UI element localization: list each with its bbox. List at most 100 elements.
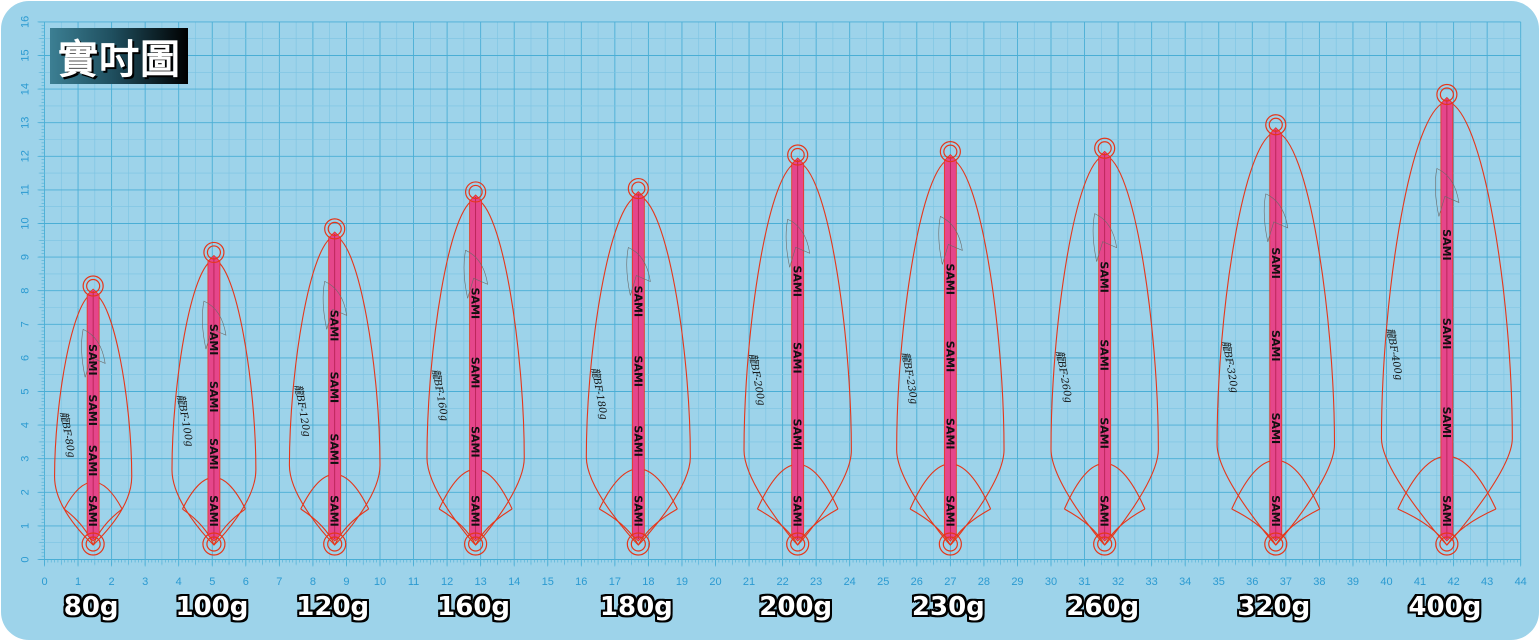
logo-text: SAMI [207, 324, 220, 355]
x-axis-labels: 0 1 2 3 4 5 6 7 8 9 10 11 12 13 14 15 16 17 18 19 20 21 22 23 24… [41, 576, 1526, 588]
x-tick-label: 22 [776, 576, 788, 588]
top-ring-icon [787, 144, 809, 166]
logo-text: SAMI [207, 381, 220, 412]
top-ring-inner-icon [468, 184, 483, 200]
logo-text: SAMI [943, 418, 956, 449]
logo-text: SAMI [207, 495, 220, 526]
fin-sketch-icon [202, 300, 227, 350]
x-tick-label: 32 [1112, 576, 1124, 588]
jig-tail-curve [1231, 508, 1277, 546]
logo-text: SAMI [328, 310, 341, 341]
jig-tail-curve [797, 508, 839, 546]
logo-text: SAMI [86, 394, 99, 425]
x-tick-label: 27 [944, 576, 956, 588]
x-tick-label: 18 [642, 576, 654, 588]
logo-text: SAMI [1269, 495, 1282, 526]
y-tick-label: 4 [20, 422, 32, 428]
bottom-ring-inner-icon [1439, 536, 1455, 552]
x-tick-label: 43 [1481, 576, 1493, 588]
fin-sketch-icon [322, 280, 348, 330]
fin-sketch-icon [938, 216, 963, 265]
top-ring-icon [939, 141, 961, 163]
x-tick-label: 9 [343, 576, 349, 588]
x-tick-label: 20 [709, 576, 721, 588]
bottom-ring-inner-icon [790, 536, 806, 552]
logo-text: SAMI [943, 495, 956, 526]
x-tick-label: 36 [1246, 576, 1258, 588]
fin-sketch-icon [1092, 213, 1118, 262]
weight-label: 260g [1066, 592, 1140, 622]
logo-text: SAMI [328, 495, 341, 526]
y-tick-label: 5 [20, 388, 32, 394]
bottom-ring-icon [1435, 532, 1459, 556]
x-tick-label: 0 [41, 576, 47, 588]
logo-text: SAMI [86, 445, 99, 476]
y-tick-label: 7 [20, 321, 32, 327]
bottom-ring-inner-icon [85, 536, 101, 552]
x-tick-label: 24 [844, 576, 856, 588]
x-tick-label: 28 [978, 576, 990, 588]
bottom-ring-inner-icon [1097, 536, 1113, 552]
x-tick-label: 6 [243, 576, 249, 588]
jig-tail-curve [92, 508, 123, 546]
x-tick-label: 23 [810, 576, 822, 588]
logo-text: SAMI [631, 425, 644, 456]
weight-label: 320g [1237, 592, 1311, 622]
jig-tail-curve [1275, 508, 1321, 546]
bottom-ring-icon [464, 532, 488, 556]
weight-label: 400g [1408, 592, 1482, 622]
logo-text: SAMI [328, 433, 341, 464]
x-tick-label: 7 [276, 576, 282, 588]
top-ring-icon [465, 181, 487, 203]
logo-text: SAMI [1440, 407, 1453, 438]
y-tick-label: 12 [20, 150, 32, 162]
x-tick-label: 11 [408, 576, 419, 588]
logo-text: SAMI [791, 342, 804, 373]
y-tick-label: 8 [20, 288, 32, 294]
bottom-ring-icon [938, 532, 962, 556]
jig-tail-curve [637, 508, 678, 546]
weight-label: 200g [759, 592, 833, 622]
weight-label: 230g [911, 592, 985, 622]
x-tick-label: 1 [75, 576, 81, 588]
weight-label: 100g [175, 592, 249, 622]
jig-tail-curve [1397, 508, 1448, 546]
top-ring-icon [1094, 137, 1116, 159]
jig-tail-curve [213, 508, 246, 546]
logo-text: SAMI [469, 288, 482, 319]
x-tick-label: 8 [310, 576, 316, 588]
x-tick-label: 40 [1380, 576, 1392, 588]
logo-text: SAMI [631, 495, 644, 526]
y-tick-label: 16 [20, 16, 32, 28]
x-tick-label: 10 [374, 576, 386, 588]
jig-tail-curve [182, 508, 215, 546]
x-tick-label: 5 [209, 576, 215, 588]
logo-text: SAMI [943, 341, 956, 372]
top-ring-inner-icon [206, 245, 222, 260]
x-tick-label: 26 [911, 576, 923, 588]
bottom-ring-icon [81, 532, 105, 556]
y-tick-label: 3 [20, 456, 32, 462]
weight-label: 160g [437, 592, 511, 622]
y-tick-label: 11 [20, 184, 32, 195]
y-tick-label: 1 [20, 523, 32, 529]
x-tick-label: 35 [1213, 576, 1225, 588]
logo-text: SAMI [469, 426, 482, 457]
top-ring-inner-icon [1439, 87, 1454, 102]
top-ring-inner-icon [86, 278, 101, 294]
top-ring-icon [203, 241, 225, 264]
y-tick-label: 14 [20, 83, 32, 95]
logo-text: SAMI [1269, 247, 1282, 278]
y-tick-label: 10 [20, 217, 32, 229]
x-tick-label: 44 [1515, 576, 1527, 588]
bottom-ring-icon [1093, 532, 1117, 556]
top-ring-inner-icon [1097, 141, 1112, 156]
x-tick-label: 31 [1078, 576, 1090, 588]
logo-text: SAMI [791, 265, 804, 296]
logo-text: SAMI [469, 495, 482, 526]
top-ring-inner-icon [790, 147, 805, 163]
x-tick-label: 12 [441, 576, 453, 588]
